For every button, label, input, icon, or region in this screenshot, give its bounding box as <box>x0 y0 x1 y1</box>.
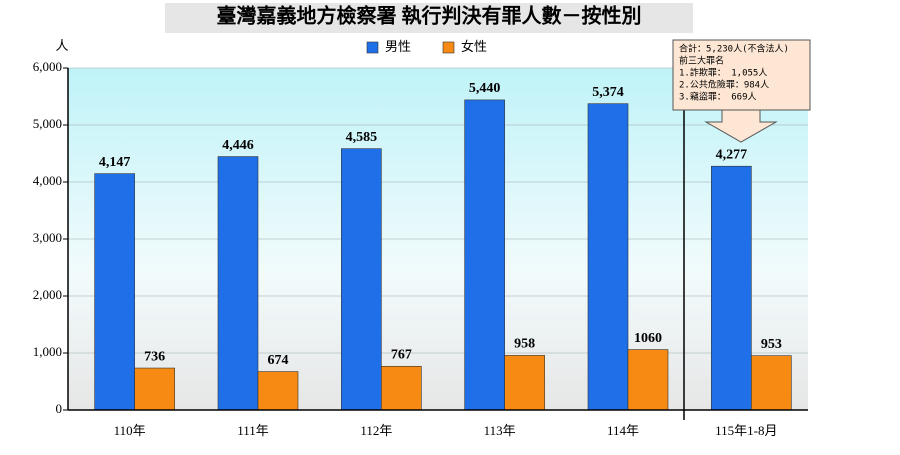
x-tick-label: 114年 <box>607 423 639 438</box>
value-label: 674 <box>268 353 289 368</box>
value-label: 4,277 <box>716 147 748 162</box>
x-tick-label: 112年 <box>360 423 392 438</box>
value-label: 5,374 <box>592 85 624 100</box>
legend-label: 女性 <box>461 39 487 54</box>
bar <box>711 165 752 411</box>
bar <box>751 355 792 411</box>
value-label: 736 <box>144 349 165 364</box>
y-tick-label: 0 <box>56 401 63 416</box>
annotation-text: 3.竊盜罪： 669人 <box>679 91 757 103</box>
x-tick-label: 111年 <box>237 423 269 438</box>
y-tick-label: 5,000 <box>33 116 62 131</box>
chart-title: 臺灣嘉義地方檢察署 執行判決有罪人數－按性別 <box>217 4 642 28</box>
y-tick-label: 6,000 <box>33 59 62 74</box>
y-tick-label: 3,000 <box>33 230 62 245</box>
value-label: 4,446 <box>222 138 254 153</box>
value-label: 4,585 <box>346 130 378 145</box>
annotation-text: 合計：5,230人(不含法人) <box>679 43 789 55</box>
annotation-text: 前三大罪名 <box>679 55 724 67</box>
bar <box>627 349 669 411</box>
legend-label: 男性 <box>385 39 411 54</box>
value-label: 767 <box>391 347 412 362</box>
annotation-text: 1.詐欺罪： 1,055人 <box>679 67 767 79</box>
legend-swatch <box>442 41 455 54</box>
y-axis-label: 人 <box>55 38 68 53</box>
value-label: 958 <box>514 337 535 352</box>
bar <box>464 99 505 411</box>
annotation-text: 2.公共危險罪：984人 <box>679 79 769 91</box>
value-label: 4,147 <box>99 155 131 170</box>
value-label: 953 <box>761 337 782 352</box>
x-tick-label: 110年 <box>114 423 146 438</box>
value-label: 5,440 <box>469 81 501 96</box>
bar <box>504 355 545 411</box>
y-tick-label: 2,000 <box>33 287 62 302</box>
annotation-arrow <box>704 109 778 143</box>
bar <box>587 103 629 411</box>
legend-swatch <box>366 41 379 54</box>
bar <box>381 365 422 411</box>
bar <box>134 367 175 411</box>
value-label: 1060 <box>634 331 662 346</box>
x-tick-label: 113年 <box>484 423 516 438</box>
bar <box>341 148 382 411</box>
annotation-box <box>672 39 811 111</box>
x-tick-label: 115年1-8月 <box>715 423 777 438</box>
y-tick-label: 1,000 <box>33 344 62 359</box>
y-tick-label: 4,000 <box>33 173 62 188</box>
title-box <box>165 3 693 33</box>
bar <box>257 371 299 411</box>
bar <box>94 173 135 411</box>
bar <box>217 156 259 411</box>
